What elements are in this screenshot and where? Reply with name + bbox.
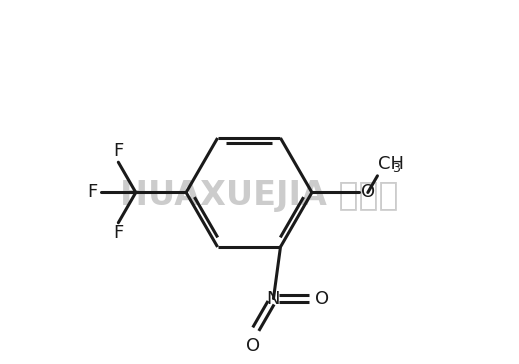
Text: HUAXUEJIA 化学加: HUAXUEJIA 化学加 [120,179,399,213]
Text: O: O [247,337,261,355]
Text: O: O [361,183,375,202]
Text: F: F [87,183,98,202]
Text: O: O [316,289,330,308]
Text: F: F [113,225,124,242]
Text: F: F [113,142,124,161]
Text: 3: 3 [392,162,400,175]
Text: N: N [267,289,280,308]
Text: CH: CH [378,155,404,173]
